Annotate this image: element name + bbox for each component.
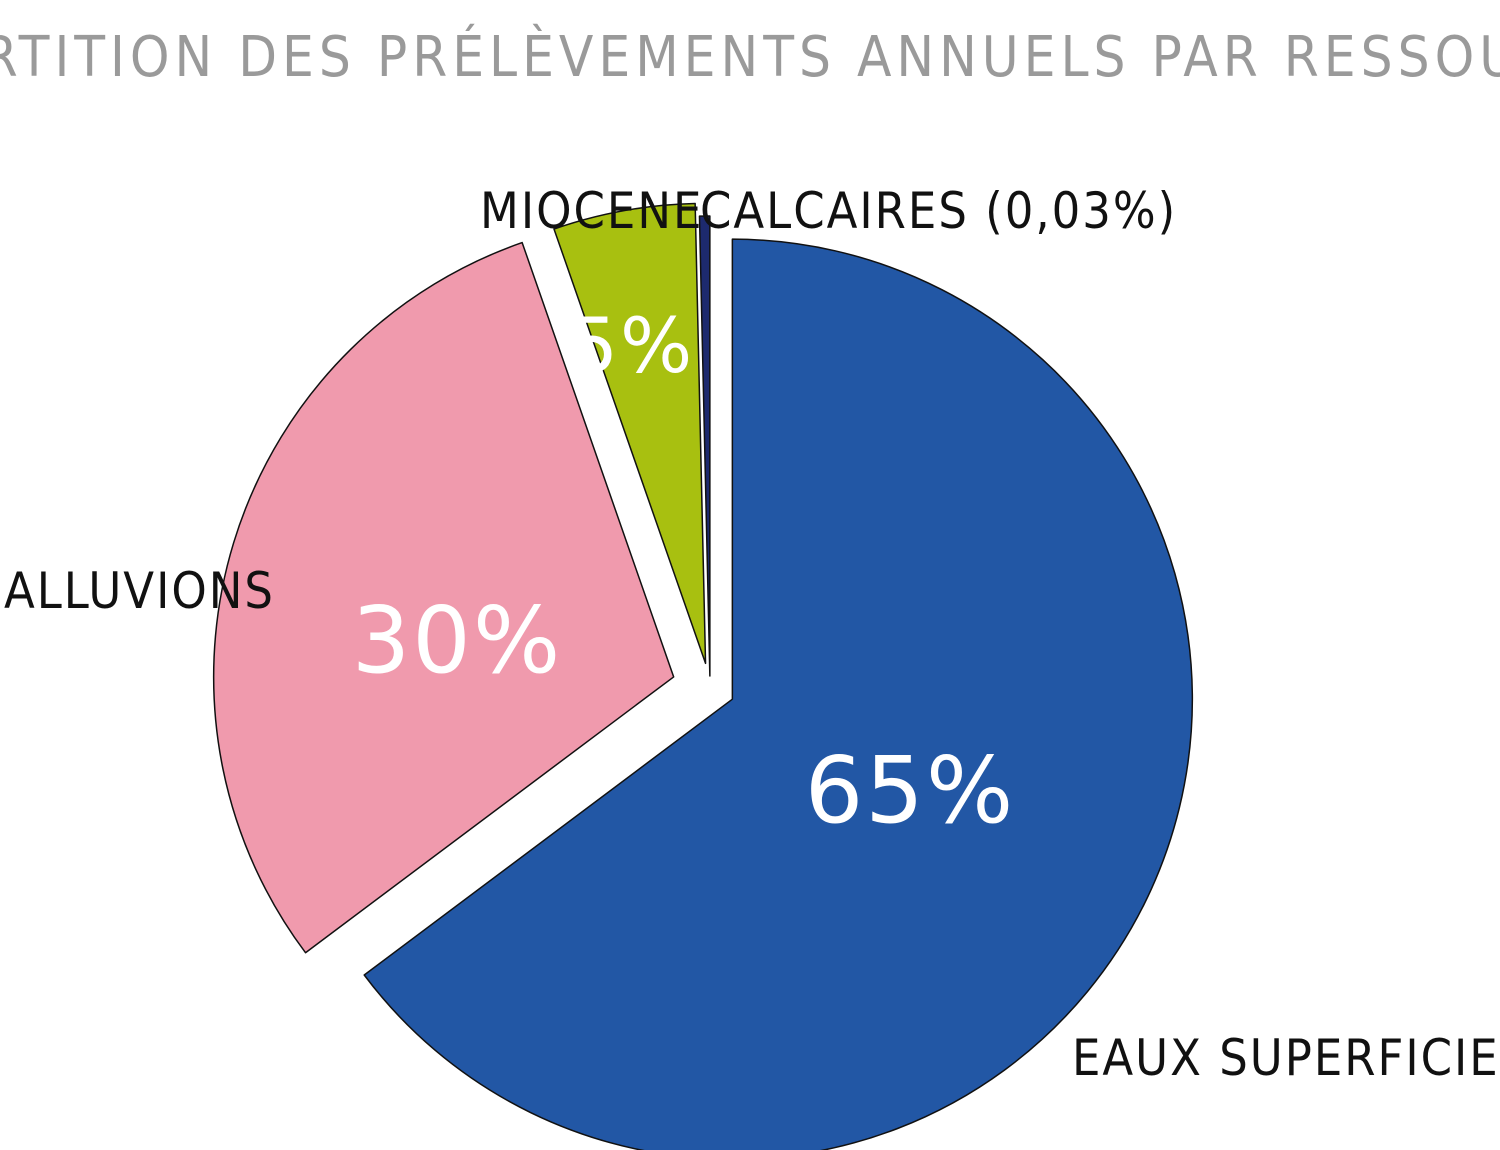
- slice-label-calcaires: CALCAIRES (0,03%): [700, 182, 1177, 240]
- slice-value-miocene: 5%: [570, 301, 695, 390]
- slice-value-eaux-superficielles: 65%: [805, 737, 1015, 844]
- pie-slice-eaux-superficielles: [363, 238, 1194, 1150]
- slice-label-eaux-superficielles: EAUX SUPERFICIELLES: [1072, 1029, 1500, 1087]
- slice-value-alluvions: 30%: [352, 587, 562, 694]
- slice-label-alluvions: ALLUVIONS: [4, 562, 275, 620]
- pie-slice-alluvions: [212, 241, 675, 954]
- slice-label-miocene: MIOCENE: [480, 182, 703, 240]
- pie-slices: [212, 202, 1194, 1150]
- pie-slice-calcaires-0-03: [698, 215, 711, 677]
- pie-slice-miocene: [553, 202, 707, 665]
- chart-title: RÉPARTITION DES PRÉLÈVEMENTS ANNUELS PAR…: [0, 25, 1500, 90]
